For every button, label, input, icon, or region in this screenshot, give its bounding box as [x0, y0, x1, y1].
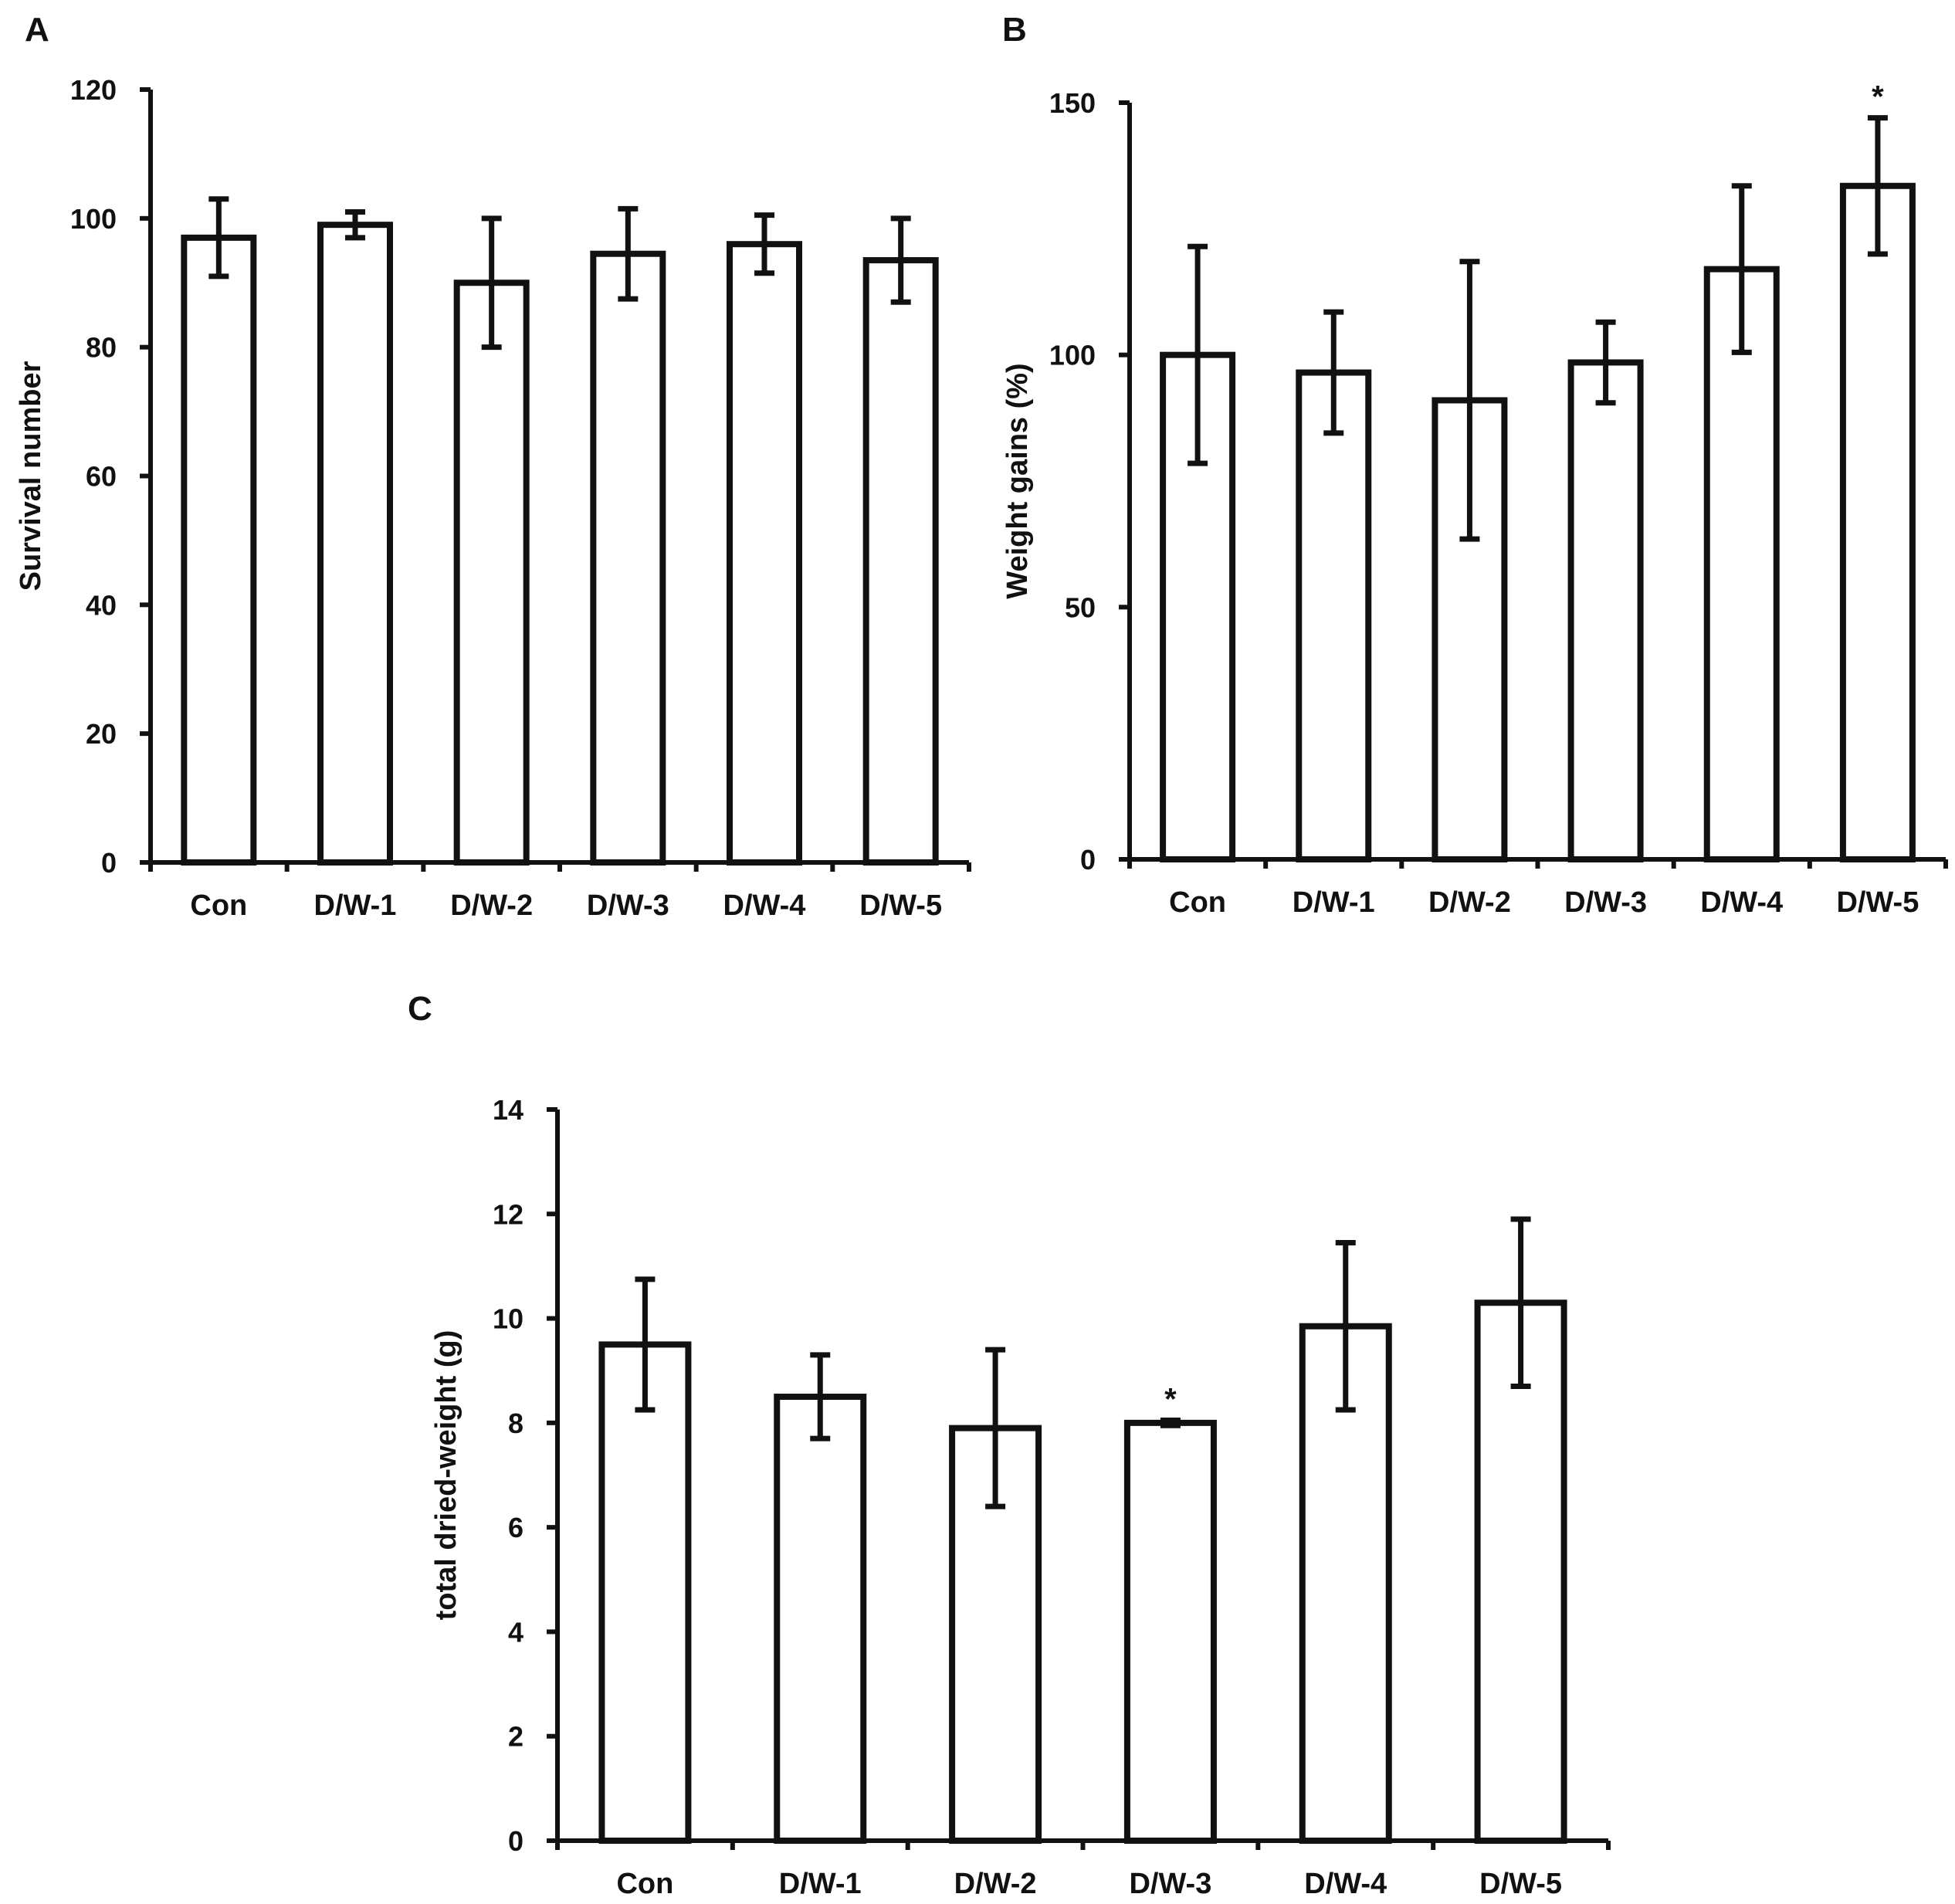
x-tick-label: D/W-4	[723, 889, 806, 922]
bar-d-w-4	[1703, 266, 1780, 863]
bar-con	[181, 234, 257, 866]
y-tick-label: 10	[493, 1303, 523, 1335]
error-bar	[1335, 1239, 1356, 1413]
error-bar	[1160, 1417, 1181, 1428]
error-bar	[1459, 259, 1480, 542]
error-bar	[618, 205, 639, 302]
error-bar	[1731, 183, 1752, 355]
x-tick-label: D/W-1	[779, 1868, 862, 1900]
y-tick-label: 0	[508, 1825, 523, 1857]
bar-d-w-2	[453, 280, 530, 866]
chart-panel-c: 0 2 4 6 8 10 12 14 Con D/W-1 D/W-2 * D/W-3 D/W-4 D/W-5…	[430, 1094, 1611, 1900]
bar-d-w-3	[1567, 359, 1644, 862]
error-bar	[754, 212, 774, 276]
error-bar	[345, 208, 365, 241]
y-tick-label: 80	[86, 332, 117, 364]
error-bar	[1595, 319, 1616, 406]
bar-d-w-1	[774, 1394, 867, 1845]
x-tick-label: D/W-2	[1428, 886, 1511, 919]
bar-d-w-1	[1296, 369, 1372, 862]
error-bar	[985, 1347, 1006, 1509]
error-bar	[1867, 115, 1888, 257]
y-tick-label: 0	[101, 847, 117, 879]
x-tick-label: D/W-2	[954, 1868, 1037, 1900]
bar-con	[598, 1341, 692, 1844]
bar-d-w-5	[1474, 1299, 1567, 1844]
x-tick-label: D/W-1	[314, 889, 397, 922]
y-axis-title: Weight gains (%)	[1001, 363, 1034, 598]
y-tick-label: 8	[508, 1408, 523, 1439]
x-tick-label: Con	[190, 889, 247, 922]
error-bar	[635, 1276, 656, 1413]
y-tick-label: 100	[1049, 340, 1096, 371]
significance-star: *	[1872, 80, 1884, 114]
y-tick-label: 150	[1049, 87, 1096, 119]
y-tick-label: 120	[70, 74, 117, 106]
x-tick-label: D/W-4	[1304, 1868, 1387, 1900]
error-bar	[810, 1352, 831, 1442]
y-tick-label: 60	[86, 461, 117, 493]
error-bar	[1323, 309, 1344, 436]
bar-d-w-3	[590, 250, 666, 866]
y-tick-label: 0	[1080, 844, 1096, 876]
y-axis-title: total dried-weight (g)	[430, 1330, 462, 1621]
bar-d-w-5	[862, 257, 939, 866]
error-bar	[890, 215, 911, 305]
error-bar	[1188, 243, 1208, 466]
y-tick-label: 12	[493, 1198, 523, 1230]
x-tick-label: D/W-3	[1129, 1868, 1211, 1900]
y-tick-label: 2	[508, 1721, 523, 1753]
chart-panel-b: 0 50 100 150 Con D/W-1 D/W-2 D/W-3 D/W-4 * D/W-5 We…	[1001, 80, 1948, 919]
y-tick-label: 6	[508, 1512, 523, 1543]
error-bar	[208, 196, 229, 280]
x-tick-label: D/W-5	[1479, 1868, 1562, 1900]
x-tick-label: D/W-4	[1700, 886, 1783, 919]
chart-panel-a: 0 20 40 60 80 100 120 Con D/W-1 D/W-2 D/W-3 D/W-4 D/…	[15, 74, 971, 922]
panel-letter-b: B	[1002, 11, 1027, 49]
y-tick-label: 40	[86, 589, 117, 621]
bar-d-w-3	[1123, 1419, 1217, 1845]
y-tick-label: 50	[1065, 591, 1096, 623]
y-tick-label: 20	[86, 718, 117, 750]
panel-letter-a: A	[25, 11, 49, 49]
significance-star: *	[1164, 1382, 1177, 1416]
bar-d-w-5	[1839, 182, 1916, 863]
x-tick-label: D/W-5	[1836, 886, 1919, 919]
y-tick-label: 4	[508, 1616, 523, 1648]
x-tick-label: Con	[616, 1868, 673, 1900]
y-axis-title: Survival number	[15, 361, 47, 591]
x-tick-label: D/W-2	[450, 889, 533, 922]
panel-letter-c: C	[408, 990, 432, 1028]
y-tick-label: 100	[70, 203, 117, 235]
bar-d-w-1	[317, 222, 393, 866]
x-tick-label: D/W-1	[1293, 886, 1375, 919]
y-tick-label: 14	[493, 1094, 523, 1126]
error-bar	[1510, 1216, 1531, 1390]
x-tick-label: D/W-5	[859, 889, 942, 922]
error-bar	[481, 215, 502, 351]
x-tick-label: D/W-3	[1564, 886, 1647, 919]
x-tick-label: D/W-3	[587, 889, 669, 922]
bar-d-w-4	[727, 241, 802, 866]
x-tick-label: Con	[1169, 886, 1226, 919]
